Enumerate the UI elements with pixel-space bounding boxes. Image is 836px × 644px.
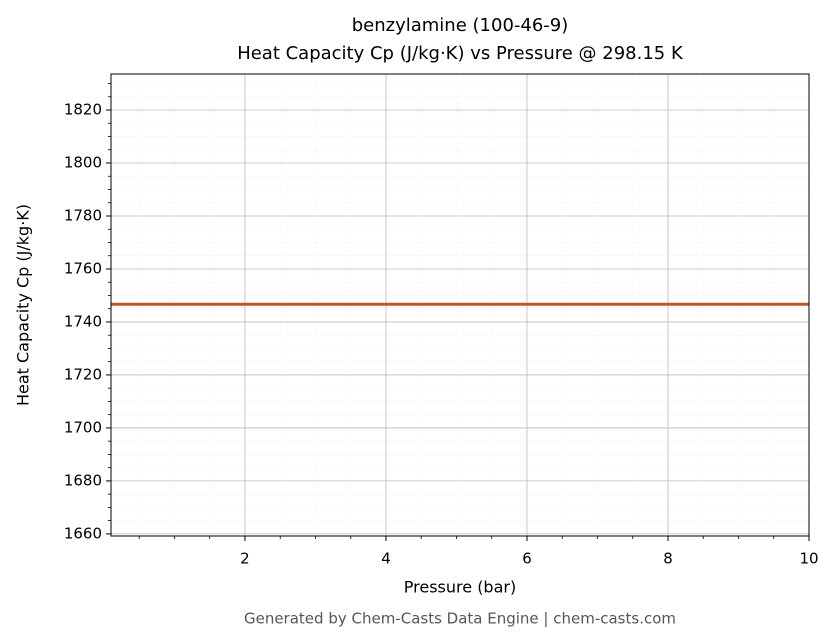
x-tick-label: 6 [522,550,532,568]
y-axis-label: Heat Capacity Cp (J/kg·K) [14,204,33,406]
x-tick-label: 2 [240,550,250,568]
x-tick-label: 4 [381,550,391,568]
y-tick-label: 1820 [64,101,102,119]
y-tick-label: 1740 [64,312,102,330]
y-tick-label: 1760 [64,259,102,277]
y-tick-label: 1780 [64,206,102,224]
x-tick-label: 8 [663,550,673,568]
y-tick-label: 1800 [64,154,102,172]
y-tick-label: 1720 [64,365,102,383]
plot-frame [110,73,810,537]
y-tick-label: 1660 [64,524,102,542]
chart-title: benzylamine (100-46-9) [352,15,569,36]
footer: Generated by Chem-Casts Data Engine | ch… [244,610,676,628]
y-tick-label: 1700 [64,418,102,436]
x-tick-label: 10 [799,550,818,568]
x-axis-label: Pressure (bar) [404,578,516,597]
chart-subtitle: Heat Capacity Cp (J/kg·K) vs Pressure @ … [237,43,684,64]
y-tick-label: 1680 [64,471,102,489]
